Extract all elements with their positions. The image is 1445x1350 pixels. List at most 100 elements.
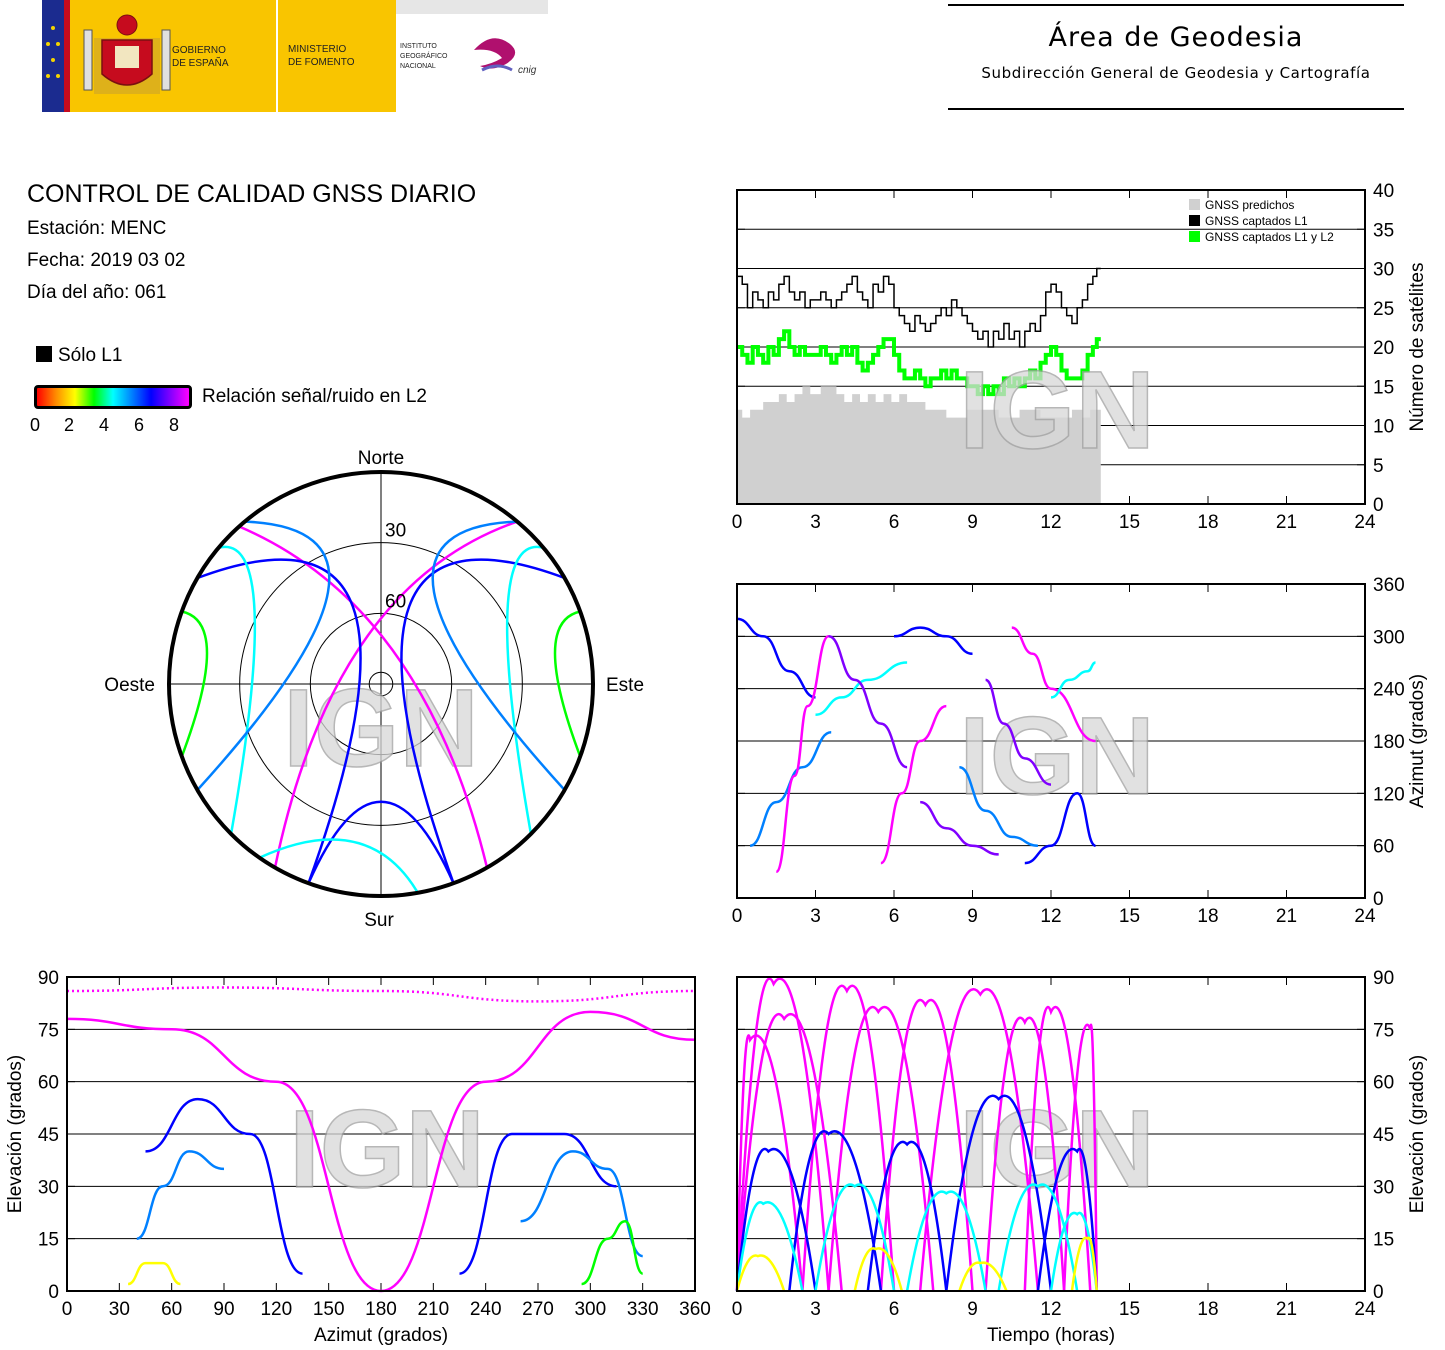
y-axis-label: Número de satélites: [1407, 263, 1428, 432]
y-tick-label: 180: [1373, 732, 1405, 753]
y-tick-label: 15: [1373, 377, 1394, 398]
y-tick-label: 5: [1373, 456, 1384, 477]
x-tick-label: 12: [1040, 1299, 1061, 1320]
legend-label: GNSS captados L1: [1205, 214, 1308, 228]
y-tick-label: 40: [1373, 181, 1394, 202]
satellite-track: [984, 678, 1052, 786]
x-tick-label: 6: [889, 906, 900, 927]
satellite-track: [505, 545, 544, 835]
y-tick-label: 90: [38, 968, 59, 989]
satellite-track: [127, 1261, 181, 1286]
satellite-track: [307, 800, 455, 884]
satellite-arc: [1036, 1147, 1099, 1292]
legend-swatch: [1189, 199, 1200, 210]
snr-label: Relación señal/ruido en L2: [202, 386, 427, 407]
l1-only-label: Sólo L1: [58, 345, 123, 366]
satellite-arc: [879, 998, 974, 1292]
satellite-track: [958, 765, 1038, 847]
satellite-arc: [1023, 1005, 1092, 1292]
ign-watermark: IGN: [289, 1088, 485, 1211]
y-axis-label: Azimut (grados): [1407, 674, 1428, 808]
eu-flag-strip: [42, 0, 64, 112]
y-axis-label: Elevación (grados): [5, 1055, 26, 1213]
x-tick-label: 15: [1119, 512, 1140, 533]
satellite-track: [145, 1097, 303, 1275]
skyplot-chart: IGN Norte Sur Este Oeste 30 60: [104, 448, 644, 931]
y-tick-label: 0: [48, 1282, 59, 1303]
satellite-track: [273, 520, 518, 868]
cnig-logo-text: cnig: [518, 65, 537, 76]
snr-tick: 6: [134, 415, 145, 435]
ministry-line1: MINISTERIO: [288, 44, 347, 55]
day-of-year-label: Día del año: 061: [27, 282, 167, 303]
ign-watermark: IGN: [959, 1088, 1155, 1211]
ign-line1: INSTITUTO: [400, 43, 437, 50]
south-label: Sur: [364, 910, 394, 931]
x-tick-label: 90: [213, 1299, 234, 1320]
satellite-track: [238, 525, 489, 868]
satellite-track: [66, 1017, 382, 1293]
x-tick-label: 24: [1354, 1299, 1376, 1320]
y-tick-label: 45: [38, 1125, 59, 1146]
x-tick-label: 270: [522, 1299, 554, 1320]
y-tick-label: 25: [1373, 299, 1394, 320]
x-tick-label: 3: [810, 1299, 821, 1320]
satellite-track: [815, 661, 908, 717]
x-tick-label: 21: [1276, 1299, 1297, 1320]
satellite-track: [258, 838, 419, 894]
y-tick-label: 30: [1373, 1177, 1394, 1198]
satellite-arc: [958, 1261, 1008, 1292]
x-tick-label: 180: [365, 1299, 397, 1320]
x-tick-label: 300: [574, 1299, 606, 1320]
x-tick-label: 9: [967, 1299, 978, 1320]
satellite-arc: [866, 1140, 948, 1292]
satellite-arc: [984, 1016, 1066, 1292]
x-tick-label: 360: [679, 1299, 711, 1320]
satellite-arc: [735, 977, 830, 1292]
satellite-arc: [827, 1005, 935, 1292]
satellites-count-chart: 0 3 6 9 12 15 18 21 24 IGN GNSS predichos GNSS capt…: [732, 181, 1428, 533]
x-tick-label: 15: [1119, 906, 1140, 927]
satellite-track: [218, 545, 257, 835]
y-tick-label: 75: [1373, 1020, 1394, 1041]
satellite-arc: [853, 1247, 904, 1292]
snr-tick: 4: [99, 415, 110, 435]
y-tick-label: 0: [1373, 889, 1384, 910]
coat-of-arms-icon: [83, 14, 171, 94]
snr-colorbar: [34, 385, 192, 409]
x-tick-label: 6: [889, 1299, 900, 1320]
satellite-arc: [735, 1201, 804, 1292]
satellite-arc: [905, 1190, 987, 1292]
satellite-arc: [945, 1094, 1053, 1292]
ign-watermark: IGN: [959, 349, 1155, 472]
satellite-track: [196, 558, 362, 884]
satellite-arc: [801, 984, 896, 1292]
satellite-arc: [735, 1254, 786, 1292]
area-subtitle: Subdirección General de Geodesia y Carto…: [981, 64, 1371, 82]
date-label: Fecha: 2019 03 02: [27, 250, 186, 271]
y-tick-label: 300: [1373, 627, 1405, 648]
ign-watermark: IGN: [959, 695, 1155, 818]
x-axis-label: Tiempo (horas): [987, 1325, 1115, 1346]
satellite-arc: [735, 1012, 843, 1292]
y-tick-label: 240: [1373, 680, 1405, 701]
satellite-track: [1024, 792, 1097, 865]
satellite-track: [136, 1150, 225, 1240]
snr-tick: 0: [30, 415, 41, 435]
skyplot-horizon: [167, 470, 595, 898]
series-l1-l2-line: [737, 329, 1101, 397]
plot-border: [66, 976, 696, 1292]
satellite-track: [1011, 626, 1096, 743]
satellite-track: [180, 610, 209, 757]
legend-label: GNSS captados L1 y L2: [1205, 230, 1334, 244]
satellite-arc: [735, 1034, 804, 1292]
satellite-track: [520, 1150, 644, 1258]
x-tick-label: 150: [313, 1299, 345, 1320]
series-l1-line: [737, 267, 1101, 348]
x-tick-label: 18: [1197, 512, 1218, 533]
plot-border: [736, 583, 1366, 899]
satellite-track: [196, 520, 331, 791]
satellite-arc: [997, 1183, 1079, 1292]
satellite-track: [736, 617, 816, 699]
azimuth-time-chart: 0 3 6 9 12 15 18 21 24 IGN 0 60 120 180 240 300 360 Azimu…: [732, 575, 1428, 927]
